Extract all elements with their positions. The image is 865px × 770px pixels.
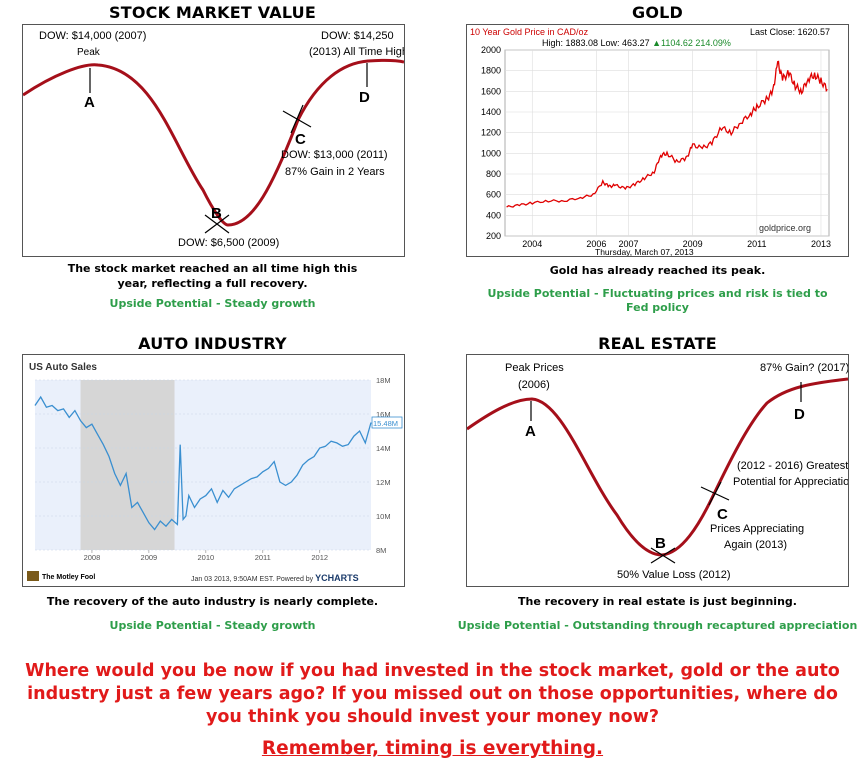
gold-y-tick: 800 — [486, 169, 501, 179]
realestate-label-b: 50% Value Loss (2012) — [617, 569, 731, 581]
stock-title: STOCK MARKET VALUE — [108, 3, 316, 22]
gold-y-tick: 400 — [486, 210, 501, 220]
gold-date-label: Thursday, March 07, 2013 — [595, 247, 694, 256]
auto-svg: US Auto Sales 8M 10M 12M 14M 16M 18M 2008 2009… — [27, 362, 403, 583]
gold-x-tick: 2009 — [683, 239, 703, 249]
realestate-potential: Upside Potential - Outstanding through r… — [457, 619, 858, 632]
stock-svg: A DOW: $14,000 (2007) Peak B DOW: $6,500… — [23, 30, 404, 249]
gold-plot-frame — [504, 49, 830, 237]
auto-last-value-box — [371, 416, 403, 429]
stock-sub-c: 87% Gain in 2 Years — [285, 166, 385, 178]
auto-title: AUTO INDUSTRY — [138, 334, 287, 353]
stock-letter-d: D — [359, 89, 370, 106]
stock-sub-a: Peak — [77, 47, 101, 58]
realestate-letter-a: A — [525, 423, 536, 440]
stock-curve — [23, 58, 404, 227]
realestate-marker-c — [700, 481, 730, 506]
stock-marker-c — [282, 104, 312, 134]
motley-fool-logo-icon — [27, 571, 39, 581]
auto-chart-title: US Auto Sales — [29, 362, 97, 373]
stock-marker-b — [204, 214, 230, 234]
realestate-title: REAL ESTATE — [598, 334, 717, 353]
auto-recession-band — [80, 380, 175, 550]
gold-svg: 10 Year Gold Price in CAD/oz Last Close:… — [470, 27, 831, 256]
realestate-label-a: Peak Prices — [505, 362, 564, 374]
auto-chart: US Auto Sales 8M 10M 12M 14M 16M 18M 2008 2009… — [22, 354, 405, 587]
gold-x-tick: 2006 — [586, 239, 606, 249]
auto-y-tick: 14M — [376, 444, 391, 453]
stock-chart: A DOW: $14,000 (2007) Peak B DOW: $6,500… — [22, 24, 405, 257]
stock-label-c: DOW: $13,000 (2011) — [281, 149, 388, 161]
gold-price-line — [506, 60, 828, 208]
gold-y-tick: 1200 — [481, 128, 501, 138]
auto-y-tick: 8M — [376, 546, 386, 555]
stock-letter-c: C — [295, 131, 306, 148]
auto-y-tick: 12M — [376, 478, 391, 487]
stock-letter-b: B — [211, 205, 222, 222]
auto-footer-right-prefix: Jan 03 2013, 9:50AM EST. Powered by — [191, 576, 314, 583]
auto-last-value: 15.48M — [373, 419, 398, 428]
gold-chart: 10 Year Gold Price in CAD/oz Last Close:… — [466, 24, 849, 257]
gold-stats: High: 1883.08 Low: 463.27 ▲1104.62 214.0… — [542, 38, 731, 48]
realestate-letter-d: D — [794, 406, 805, 423]
realestate-letter-b: B — [655, 535, 666, 552]
gold-x-tick: 2007 — [618, 239, 638, 249]
stock-label-d: DOW: $14,250 — [321, 30, 394, 42]
gold-y-tick: 2000 — [481, 45, 501, 55]
gold-header-right: Last Close: 1620.57 — [750, 27, 830, 37]
auto-footer-brand: YCHARTS — [315, 573, 359, 583]
auto-potential: Upside Potential - Steady growth — [109, 619, 316, 632]
gold-watermark: goldprice.org — [759, 223, 811, 233]
stock-potential: Upside Potential - Steady growth — [109, 297, 316, 310]
gold-x-tick: 2004 — [522, 239, 542, 249]
gold-y-tick: 1600 — [481, 86, 501, 96]
gold-stats-change: ▲1104.62 214.09% — [652, 38, 731, 48]
stock-sub-d: (2013) All Time High — [309, 46, 404, 58]
auto-sales-line — [34, 395, 372, 531]
gold-x-tick: 2013 — [811, 239, 831, 249]
gold-title: GOLD — [631, 3, 683, 22]
gold-y-tick: 1400 — [481, 107, 501, 117]
gold-potential: Upside Potential - Fluctuating prices an… — [487, 287, 828, 314]
realestate-marker-b — [650, 547, 676, 564]
auto-x-tick: 2012 — [311, 553, 328, 562]
auto-footer-right: Jan 03 2013, 9:50AM EST. Powered by YCHA… — [191, 573, 359, 583]
gold-header-left: 10 Year Gold Price in CAD/oz — [470, 27, 589, 37]
gold-y-tick: 1800 — [481, 66, 501, 76]
auto-x-tick: 2010 — [198, 553, 215, 562]
footer-remember: Remember, timing is everything. — [261, 738, 604, 759]
realestate-sub-c: Potential for Appreciation — [733, 476, 848, 488]
auto-x-tick: 2009 — [141, 553, 158, 562]
gold-x-tick: 2011 — [747, 239, 766, 249]
footer-question: Where would you be now if you had invest… — [25, 661, 840, 727]
auto-x-tick: 2008 — [84, 553, 101, 562]
gold-y-tick: 200 — [486, 231, 501, 241]
auto-y-tick: 10M — [376, 512, 391, 521]
realestate-chart: A Peak Prices (2006) B 50% Value Loss (2… — [466, 354, 849, 587]
realestate-label-d: 87% Gain? (2017) — [760, 362, 848, 374]
auto-footer-left: The Motley Fool — [42, 574, 95, 581]
gold-y-tick: 600 — [486, 190, 501, 200]
gold-y-tick: 1000 — [481, 148, 501, 158]
realestate-label2-c: Prices Appreciating — [710, 523, 804, 535]
auto-y-tick: 18M — [376, 376, 391, 385]
gold-caption: Gold has already reached its peak. — [549, 264, 766, 277]
realestate-sub-a: (2006) — [518, 379, 550, 391]
gold-stats-prefix: High: 1883.08 Low: 463.27 — [542, 38, 650, 48]
stock-letter-a: A — [84, 94, 95, 111]
auto-x-tick: 2011 — [255, 553, 271, 562]
auto-caption: The recovery of the auto industry is nea… — [46, 595, 379, 608]
realestate-letter-c: C — [717, 506, 728, 523]
stock-label-b: DOW: $6,500 (2009) — [178, 237, 279, 249]
auto-y-tick: 16M — [376, 410, 391, 419]
realestate-svg: A Peak Prices (2006) B 50% Value Loss (2… — [467, 362, 848, 581]
realestate-label-c: (2012 - 2016) Greatest — [737, 460, 848, 472]
realestate-sub2-c: Again (2013) — [724, 539, 787, 551]
stock-label-a: DOW: $14,000 (2007) — [39, 30, 146, 42]
stock-caption: The stock market reached an all time hig… — [67, 262, 358, 290]
realestate-caption: The recovery in real estate is just begi… — [518, 595, 797, 608]
